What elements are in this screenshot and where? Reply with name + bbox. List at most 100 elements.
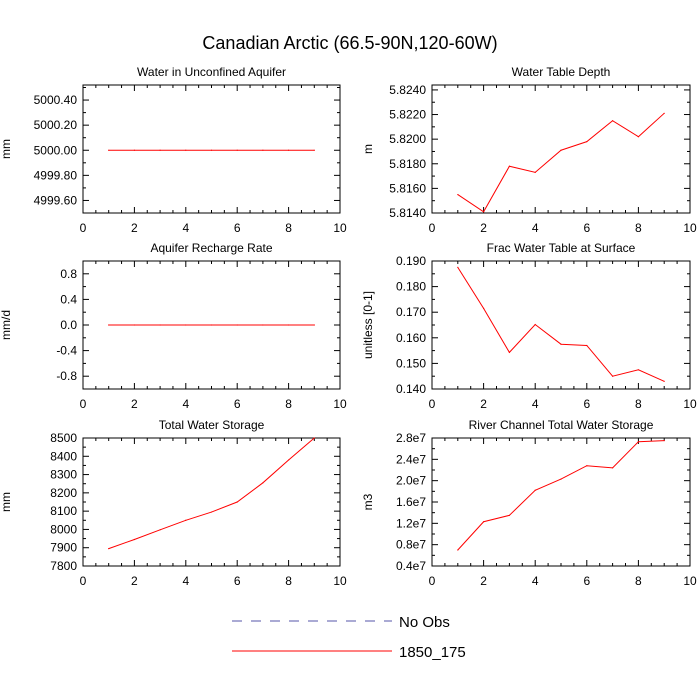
panel-4: Frac Water Table at Surface 0 2 4 6 8 10 0.140 0…	[361, 241, 697, 411]
y-tick-label: 1.6e7	[396, 495, 426, 509]
y-tick-label: 0.0	[60, 318, 77, 332]
x-tick-label: 8	[635, 221, 642, 235]
plot-frame	[82, 437, 341, 567]
data-point	[637, 369, 640, 371]
data-point	[108, 324, 110, 326]
data-point	[612, 375, 614, 377]
x-tick-label: 4	[182, 397, 189, 411]
x-tick-label: 6	[234, 574, 241, 588]
panel-2: Water Table Depth 0 2 4 6 8 10 5.8140 5.8160 5.81…	[361, 65, 697, 235]
x-tick-label: 0	[80, 397, 87, 411]
y-tick-label: 5000.00	[34, 143, 78, 157]
x-tick-label: 2	[131, 574, 138, 588]
data-point	[560, 149, 562, 151]
x-tick-label: 6	[234, 397, 241, 411]
data-point	[457, 193, 459, 196]
y-tick-label: 5.8160	[389, 181, 426, 195]
series-line	[457, 112, 665, 213]
x-tick-label: 2	[480, 574, 487, 588]
y-tick-label: 2.8e7	[396, 431, 426, 445]
data-point	[210, 324, 213, 326]
y-tick-label: 0.140	[396, 382, 426, 396]
x-tick-label: 4	[532, 397, 539, 411]
y-axis-label: mm	[0, 139, 13, 159]
y-tick-label: 5.8240	[389, 83, 426, 97]
y-axis-label: m	[361, 144, 375, 154]
panel-title: River Channel Total Water Storage	[469, 418, 654, 432]
legend-label: 1850_175	[399, 644, 466, 661]
y-tick-label: 8300	[50, 468, 77, 482]
data-point	[457, 266, 459, 268]
y-tick-label: 0.150	[396, 356, 426, 370]
panel-title: Total Water Storage	[159, 418, 265, 432]
legend-label: No Obs	[399, 614, 450, 631]
data-point	[236, 501, 238, 503]
data-point	[534, 323, 536, 326]
x-tick-label: 2	[480, 221, 487, 235]
y-tick-label: 0.170	[396, 305, 426, 319]
y-tick-label: 7900	[50, 541, 77, 555]
x-tick-label: 0	[429, 221, 436, 235]
y-axis-label: mm/d	[0, 310, 13, 340]
y-tick-label: 5000.40	[34, 93, 78, 107]
data-point	[108, 548, 110, 550]
x-tick-label: 0	[80, 574, 87, 588]
y-tick-label: 2.0e7	[396, 474, 426, 488]
panel-title: Aquifer Recharge Rate	[150, 241, 272, 255]
x-tick-label: 10	[333, 397, 347, 411]
legend: No Obs 1850_175	[232, 614, 466, 661]
plot-frame	[431, 84, 691, 214]
panel-1: Water in Unconfined Aquifer 0 2 4 6 8 10 4999.6…	[0, 65, 347, 235]
data-point	[210, 511, 213, 513]
data-point	[534, 171, 536, 173]
data-point	[133, 538, 135, 541]
x-tick-label: 6	[583, 397, 590, 411]
y-tick-label: 8400	[50, 449, 77, 463]
x-tick-label: 8	[635, 574, 642, 588]
panel-title: Water Table Depth	[512, 65, 611, 79]
y-tick-label: -0.8	[56, 369, 77, 383]
data-point	[210, 149, 213, 151]
data-point	[612, 120, 614, 122]
data-point	[133, 324, 135, 326]
data-point	[288, 324, 290, 326]
y-tick-label: 5.8220	[389, 108, 426, 122]
data-point	[586, 141, 588, 143]
y-tick-label: 0.4e7	[396, 559, 426, 573]
y-tick-label: 7800	[50, 559, 77, 573]
x-tick-label: 2	[131, 397, 138, 411]
data-point	[663, 380, 665, 382]
y-tick-label: 0.4	[60, 292, 77, 306]
data-point	[534, 489, 536, 491]
data-point	[185, 324, 187, 326]
data-point	[313, 324, 315, 326]
y-axis-label: m3	[361, 493, 375, 510]
y-tick-label: 0.8e7	[396, 538, 426, 552]
x-tick-label: 8	[285, 574, 292, 588]
plot-frame	[431, 437, 691, 567]
data-point	[313, 437, 315, 439]
x-tick-label: 10	[683, 397, 697, 411]
panel-6: River Channel Total Water Storage 0 2 4 6 8 10…	[361, 418, 697, 588]
x-tick-label: 10	[333, 574, 347, 588]
y-tick-label: 8200	[50, 486, 77, 500]
data-point	[483, 307, 485, 309]
x-tick-label: 6	[583, 221, 590, 235]
series-line	[457, 267, 665, 382]
y-tick-label: 4999.60	[34, 193, 78, 207]
data-point	[637, 136, 640, 138]
data-point	[185, 149, 187, 151]
data-point	[483, 521, 485, 523]
y-axis-label: unitless [0-1]	[361, 291, 375, 359]
x-tick-label: 4	[532, 221, 539, 235]
data-point	[288, 459, 290, 461]
figure-title: Canadian Arctic (66.5-90N,120-60W)	[202, 33, 498, 53]
y-tick-label: 0.190	[396, 254, 426, 268]
x-tick-label: 4	[182, 574, 189, 588]
y-tick-label: 1.2e7	[396, 516, 426, 530]
data-point	[483, 211, 485, 213]
x-tick-label: 0	[80, 221, 87, 235]
series-line	[108, 437, 315, 550]
